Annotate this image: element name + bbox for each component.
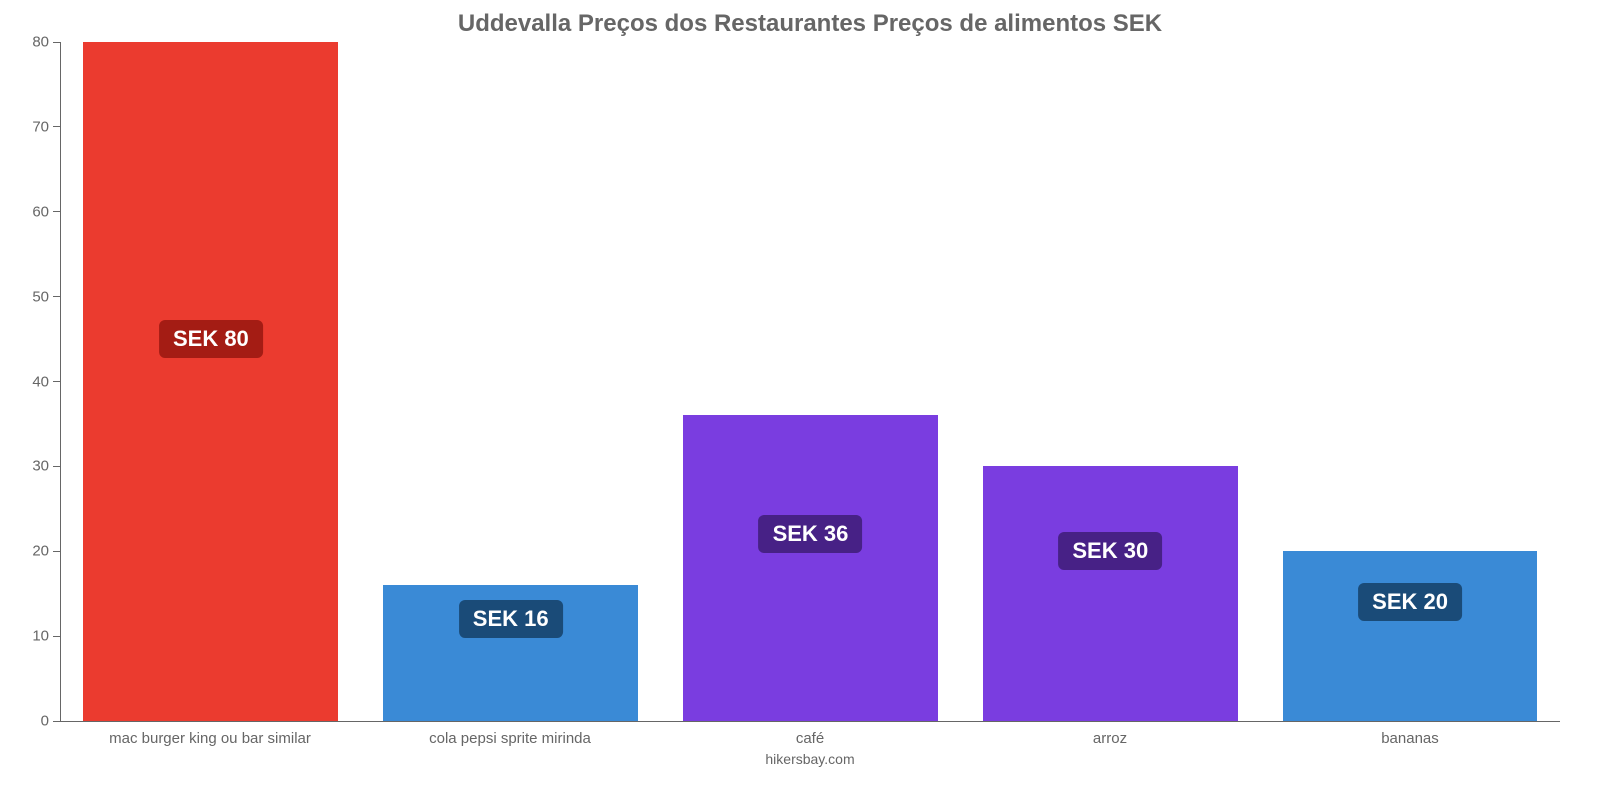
x-category-label: café: [660, 722, 960, 747]
price-bar: [1283, 551, 1538, 721]
y-tick-label: 0: [41, 713, 49, 730]
y-tick-label: 80: [32, 34, 49, 51]
y-tick-label: 60: [32, 203, 49, 220]
bar-slot: SEK 80: [61, 42, 361, 721]
price-bar: [983, 466, 1238, 721]
chart-attribution: hikersbay.com: [60, 751, 1560, 767]
y-tick: [53, 296, 61, 297]
y-tick: [53, 636, 61, 637]
y-tick-label: 10: [32, 628, 49, 645]
x-category-label: cola pepsi sprite mirinda: [360, 722, 660, 747]
y-tick: [53, 126, 61, 127]
bar-slot: SEK 30: [960, 42, 1260, 721]
x-axis-labels: mac burger king ou bar similarcola pepsi…: [60, 722, 1560, 747]
y-tick: [53, 551, 61, 552]
price-bar: [683, 415, 938, 721]
y-tick-label: 50: [32, 288, 49, 305]
x-category-label: mac burger king ou bar similar: [60, 722, 360, 747]
price-bar: [383, 585, 638, 721]
price-chart: Uddevalla Preços dos Restaurantes Preços…: [0, 0, 1600, 800]
x-category-label: arroz: [960, 722, 1260, 747]
y-tick-label: 40: [32, 373, 49, 390]
y-tick-label: 70: [32, 118, 49, 135]
bar-slot: SEK 16: [361, 42, 661, 721]
y-tick: [53, 466, 61, 467]
x-category-label: bananas: [1260, 722, 1560, 747]
y-tick: [53, 211, 61, 212]
y-tick: [53, 381, 61, 382]
y-tick-label: 20: [32, 543, 49, 560]
bars-layer: SEK 80SEK 16SEK 36SEK 30SEK 20: [61, 42, 1560, 721]
y-tick: [53, 721, 61, 722]
price-bar: [83, 42, 338, 721]
y-tick-label: 30: [32, 458, 49, 475]
y-tick: [53, 42, 61, 43]
bar-slot: SEK 36: [661, 42, 961, 721]
chart-title: Uddevalla Preços dos Restaurantes Preços…: [60, 10, 1560, 38]
bar-slot: SEK 20: [1260, 42, 1560, 721]
plot-area: SEK 80SEK 16SEK 36SEK 30SEK 20 010203040…: [60, 42, 1560, 722]
